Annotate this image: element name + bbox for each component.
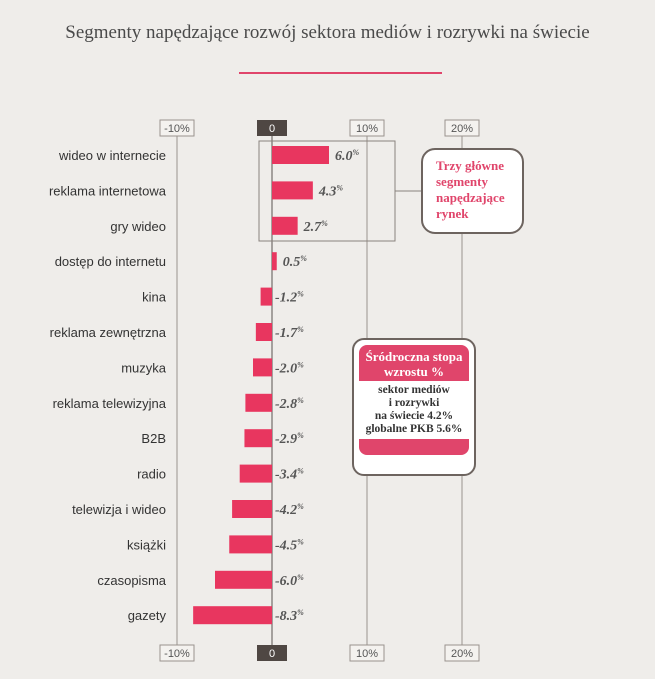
category-label: muzyka (121, 360, 167, 375)
category-label: B2B (141, 431, 166, 446)
value-label: -2.0% (275, 360, 304, 376)
bar (253, 358, 272, 377)
tick-label-box (349, 119, 385, 137)
cagr-line: globalne PKB 5.6% (365, 423, 463, 435)
cagr-footer (359, 439, 469, 455)
value-label: 0.5% (283, 254, 308, 270)
bar (244, 429, 272, 448)
bar (215, 570, 272, 589)
bar (272, 252, 277, 271)
bar (232, 500, 272, 518)
tick-label: -10% (164, 123, 190, 135)
bar (229, 535, 272, 554)
value-label: -1.7% (275, 325, 304, 341)
category-label: dostęp do internetu (55, 254, 166, 269)
tick-label: -10% (164, 648, 190, 660)
value-label: -3.4% (275, 467, 304, 483)
category-label: radio (137, 467, 166, 482)
category-label: wideo w internecie (58, 148, 166, 163)
bar (255, 323, 272, 341)
category-label: czasopisma (97, 573, 166, 588)
value-label: 6.0% (335, 148, 360, 164)
category-label: kina (142, 290, 167, 305)
tick-label-box (257, 645, 287, 661)
cagr-body: sektor mediów i rozrywki na świecie 4.2%… (359, 381, 469, 439)
cagr-line: i rozrywki (388, 397, 440, 409)
tick-label-box (159, 644, 195, 662)
tick-label-box (159, 119, 195, 137)
category-label: reklama zewnętrzna (50, 325, 167, 340)
bar (239, 464, 272, 483)
tick-label-box (444, 119, 480, 137)
bar (272, 181, 313, 200)
tick-label-box (444, 644, 480, 662)
tick-label: 10% (356, 648, 378, 660)
tick-label-box (349, 644, 385, 662)
bar (272, 216, 298, 235)
value-label: 2.7% (303, 219, 329, 235)
category-label: telewizja i wideo (72, 502, 166, 517)
bar (260, 287, 272, 306)
top-three-callout: Trzy główne segmenty napędzające rynek (421, 148, 524, 234)
cagr-line: na świecie 4.2% (374, 410, 454, 422)
tick-label: 20% (451, 648, 473, 660)
value-label: -2.9% (275, 431, 304, 447)
value-label: -4.5% (275, 537, 304, 553)
category-label: reklama internetowa (49, 183, 167, 198)
value-label: 4.3% (318, 183, 344, 199)
category-label: gazety (128, 608, 167, 623)
cagr-line: sektor mediów (378, 384, 450, 396)
tick-label: 20% (451, 123, 473, 135)
category-label: reklama telewizyjna (53, 396, 167, 411)
chart-title: Segmenty napędzające rozwój sektora medi… (65, 22, 590, 43)
value-label: -2.8% (275, 396, 304, 412)
tick-label: 0 (269, 648, 275, 660)
tick-label: 10% (356, 123, 378, 135)
cagr-header: Śródroczna stopa wzrostu % (359, 345, 469, 381)
category-label: książki (127, 537, 166, 552)
value-label: -6.0% (275, 573, 304, 589)
bar (245, 393, 272, 412)
title-divider (239, 72, 442, 74)
bar (272, 146, 329, 164)
bar (193, 606, 272, 625)
category-label: gry wideo (110, 219, 166, 234)
tick-label: 0 (269, 123, 275, 135)
tick-label-box (257, 120, 287, 136)
value-label: -8.3% (275, 608, 304, 624)
cagr-callout: Śródroczna stopa wzrostu % sektor mediów… (352, 338, 476, 476)
value-label: -4.2% (275, 502, 304, 518)
value-label: -1.2% (275, 290, 304, 306)
